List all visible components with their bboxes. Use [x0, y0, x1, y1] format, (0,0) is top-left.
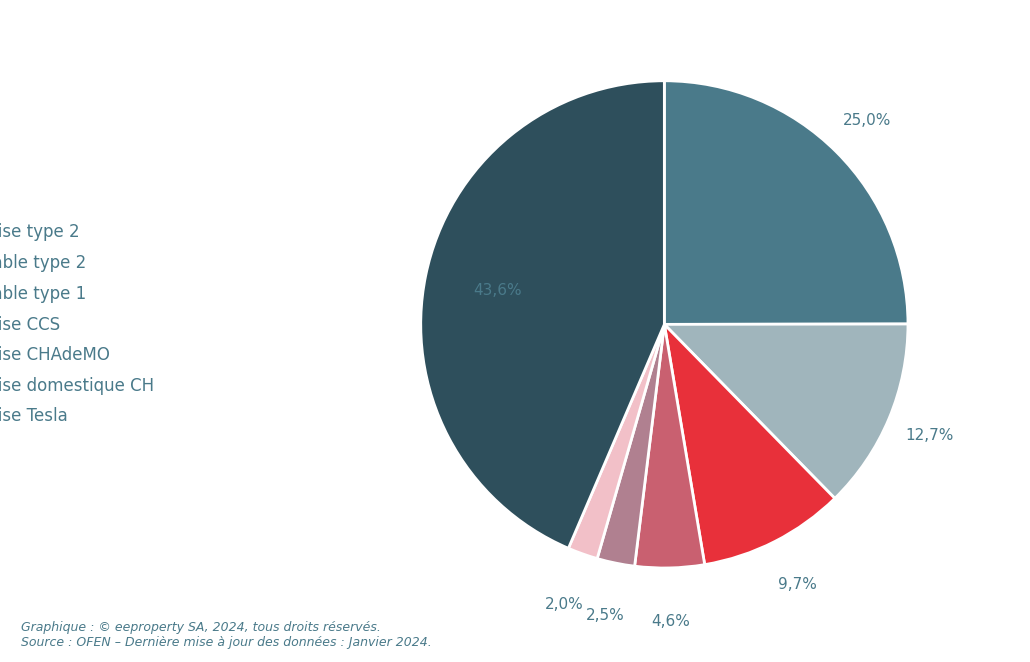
Wedge shape — [664, 324, 908, 498]
Text: 9,7%: 9,7% — [778, 577, 817, 592]
Wedge shape — [597, 324, 664, 566]
Text: 2,5%: 2,5% — [586, 608, 624, 623]
Text: 4,6%: 4,6% — [651, 614, 690, 629]
Text: 12,7%: 12,7% — [905, 428, 954, 443]
Wedge shape — [420, 81, 664, 548]
Wedge shape — [569, 324, 664, 559]
Text: 43,6%: 43,6% — [473, 283, 521, 298]
Text: 25,0%: 25,0% — [844, 113, 892, 128]
Text: 2,0%: 2,0% — [545, 597, 584, 612]
Wedge shape — [664, 81, 908, 324]
Wedge shape — [634, 324, 705, 568]
Wedge shape — [664, 324, 835, 565]
Legend: Prise type 2, Câble type 2, Câble type 1, Prise CCS, Prise CHAdeMO, Prise domest: Prise type 2, Câble type 2, Câble type 1… — [0, 223, 153, 426]
Text: Graphique : © eeproperty SA, 2024, tous droits réservés.
Source : OFEN – Dernièr: Graphique : © eeproperty SA, 2024, tous … — [21, 621, 432, 649]
